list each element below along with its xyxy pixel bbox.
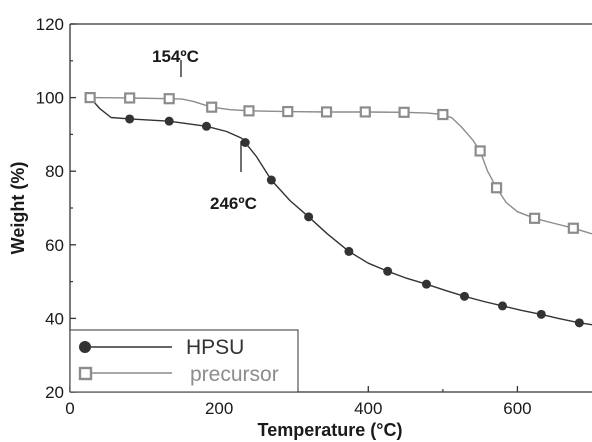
data-point-precursor — [567, 222, 579, 234]
y-tick-label: 60 — [45, 236, 64, 255]
data-point-precursor — [84, 91, 96, 104]
data-point-hpsu — [344, 246, 354, 256]
data-point-precursor — [206, 101, 218, 113]
data-point-hpsu — [421, 279, 431, 289]
y-axis-title: Weight (%) — [8, 162, 28, 255]
y-tick-label: 80 — [45, 162, 64, 181]
annotation-154: 154ºC — [152, 47, 199, 66]
legend-marker-hpsu — [79, 341, 91, 353]
axis-ticks: 0 200 400 600 20 40 60 80 100 120 — [36, 15, 532, 418]
data-point-precursor — [528, 212, 541, 224]
legend-label-hpsu: HPSU — [186, 336, 244, 359]
y-tick-label: 120 — [36, 15, 64, 34]
data-point-hpsu — [459, 291, 469, 301]
data-point-precursor — [243, 105, 255, 117]
data-point-precursor — [124, 92, 136, 104]
annotation-246: 246ºC — [210, 194, 257, 213]
series-line-precursor — [84, 96, 592, 235]
data-point-precursor — [474, 145, 486, 157]
data-point-precursor — [163, 93, 175, 105]
data-point-precursor — [398, 106, 410, 118]
legend-label-precursor: precursor — [190, 363, 279, 386]
data-point-hpsu — [304, 212, 314, 222]
data-point-precursor — [437, 108, 449, 121]
data-point-hpsu — [574, 318, 584, 328]
data-point-precursor — [282, 105, 294, 118]
data-point-hpsu — [240, 137, 250, 147]
y-tick-label: 40 — [45, 309, 64, 328]
series-curves — [84, 96, 592, 326]
data-point-hpsu — [536, 309, 546, 319]
data-point-precursor — [320, 106, 333, 118]
data-point-precursor — [359, 106, 371, 118]
data-point-hpsu — [498, 301, 508, 311]
legend: HPSU precursor — [69, 329, 299, 393]
x-axis-title: Temperature (°C) — [258, 420, 403, 440]
data-point-hpsu — [383, 266, 393, 276]
x-tick-label: 0 — [65, 399, 74, 418]
data-point-hpsu — [201, 121, 211, 131]
x-tick-label: 600 — [503, 399, 531, 418]
series-line-hpsu — [84, 96, 592, 326]
data-point-precursor — [490, 182, 503, 194]
y-tick-label: 20 — [45, 383, 64, 402]
data-point-hpsu — [266, 175, 276, 185]
series-markers — [84, 91, 584, 328]
legend-marker-precursor — [78, 366, 93, 381]
x-tick-label: 400 — [354, 399, 382, 418]
x-tick-label: 200 — [205, 399, 233, 418]
legend-box — [69, 329, 299, 393]
y-tick-label: 100 — [36, 89, 64, 108]
data-point-hpsu — [125, 114, 135, 124]
data-point-hpsu — [164, 116, 174, 126]
